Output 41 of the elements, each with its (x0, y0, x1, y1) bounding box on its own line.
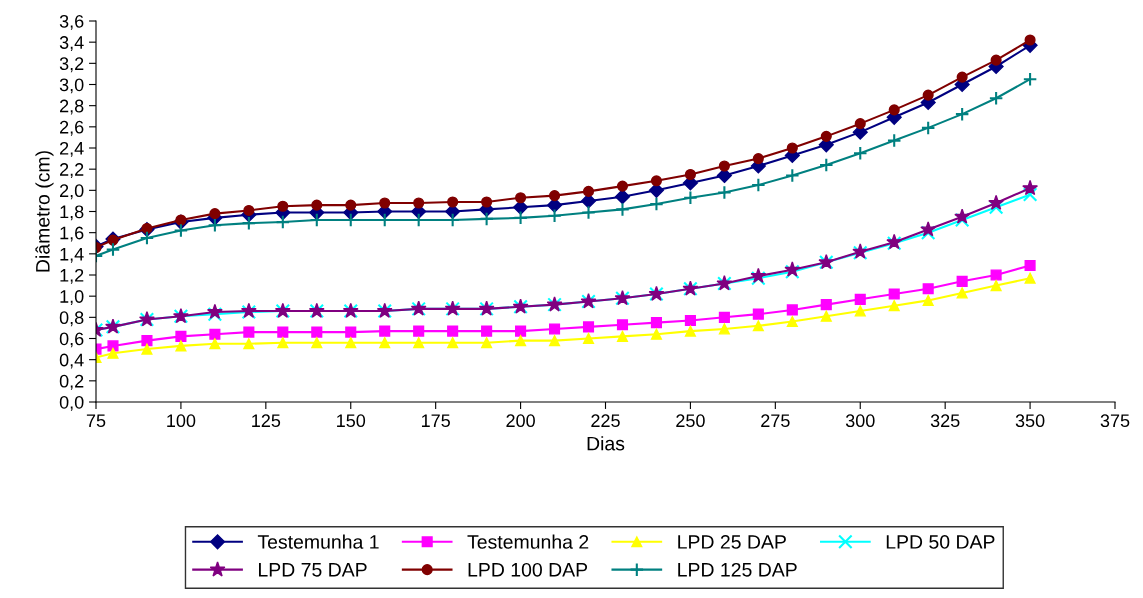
y-tick-label: 0,8 (59, 311, 84, 327)
y-tick-label: 0,4 (59, 353, 84, 369)
x-tick-label: 150 (337, 414, 366, 428)
legend-label: LPD 100 DAP (468, 562, 588, 577)
y-tick-label: 1,8 (60, 205, 84, 221)
legend-label: LPD 75 DAP (259, 563, 367, 577)
y-tick-label: 1,2 (60, 268, 84, 284)
y-tick-label: 2,8 (60, 99, 84, 115)
legend-label: LPD 25 DAP (678, 535, 786, 549)
legend-label: LPD 50 DAP (886, 535, 995, 549)
x-tick-label: 300 (845, 414, 875, 428)
y-tick-label: 3,6 (59, 14, 84, 30)
y-tick-label: 0,2 (59, 374, 84, 390)
x-tick-label: 325 (930, 414, 960, 428)
x-tick-label: 275 (761, 414, 790, 428)
y-tick-label: 3,0 (59, 78, 84, 94)
legend-label: Testemunha 2 (467, 534, 589, 549)
y-tick-label: 1,0 (60, 290, 84, 306)
legend-label: LPD 125 DAP (678, 562, 797, 577)
y-tick-label: 2,0 (60, 184, 84, 200)
x-tick-label: 250 (676, 414, 705, 428)
x-tick-label: 175 (421, 414, 450, 428)
y-tick-label: 2,2 (60, 163, 84, 179)
y-axis-title: Diâmetro (cm) (35, 151, 54, 272)
x-tick-label: 125 (252, 414, 281, 428)
y-tick-label: 0,0 (59, 395, 84, 411)
legend-label: Testemunha 1 (257, 534, 379, 549)
x-tick-label: 75 (86, 414, 106, 428)
y-tick-label: 0,6 (59, 332, 84, 348)
y-tick-label: 1,4 (60, 247, 84, 263)
x-tick-label: 225 (591, 414, 620, 428)
y-tick-label: 3,4 (59, 36, 84, 52)
y-tick-label: 1,6 (60, 226, 84, 242)
y-tick-label: 2,6 (60, 120, 84, 136)
x-axis-title: Dias (587, 436, 625, 451)
x-tick-label: 350 (1015, 414, 1045, 428)
y-tick-label: 2,4 (60, 141, 84, 157)
x-tick-label: 200 (506, 414, 535, 428)
x-tick-label: 100 (167, 414, 196, 428)
x-tick-label: 375 (1100, 414, 1130, 428)
y-tick-label: 3,2 (59, 57, 84, 73)
